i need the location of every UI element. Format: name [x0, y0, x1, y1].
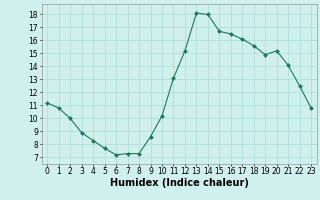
- X-axis label: Humidex (Indice chaleur): Humidex (Indice chaleur): [110, 178, 249, 188]
